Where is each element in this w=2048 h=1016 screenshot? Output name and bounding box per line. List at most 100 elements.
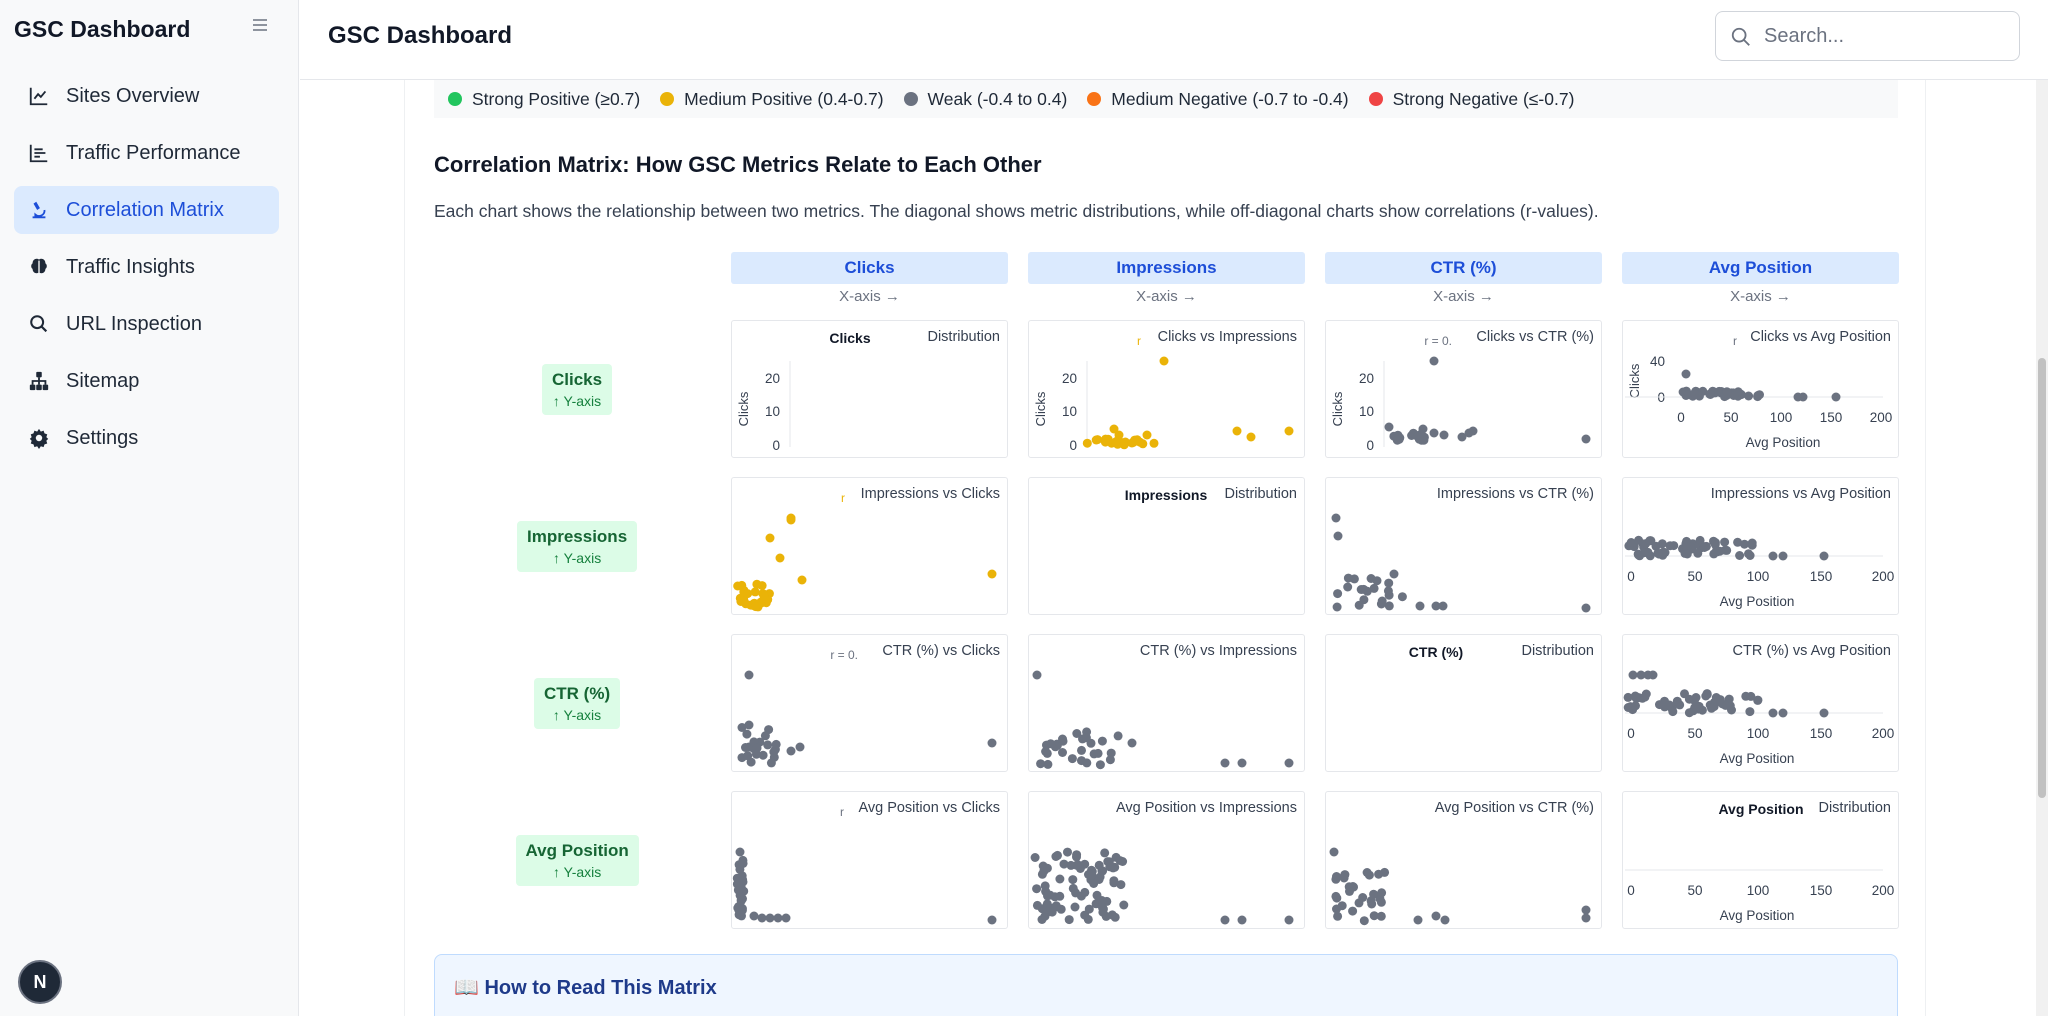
scatter-point	[1043, 759, 1053, 769]
scrollbar-thumb[interactable]	[2038, 358, 2046, 798]
cell-plot: Distribution Impressions	[1125, 486, 1297, 503]
matrix-cell-ctr-avg-position[interactable]: CTR (%) vs Avg Position 0 50 100 150 200 Avg P…	[1622, 634, 1899, 772]
legend-dot	[1368, 92, 1383, 106]
matrix-cell-impressions-clicks[interactable]: Impressions vs Clicks r	[731, 477, 1008, 615]
matrix-cell-clicks-clicks[interactable]: Distribution Clicks 0 10 20 Clicks	[731, 320, 1008, 458]
avatar[interactable]: N	[18, 960, 62, 1004]
scatter-point	[1715, 695, 1725, 705]
scatter-point	[1709, 549, 1719, 559]
scatter-point	[1429, 428, 1439, 438]
sidebar-item-label: Correlation Matrix	[66, 198, 224, 221]
scatter-point	[1284, 915, 1294, 925]
scatter-point	[758, 750, 768, 760]
scatter-point	[1087, 870, 1097, 880]
matrix-cell-impressions-impressions[interactable]: Distribution Impressions	[1028, 477, 1305, 615]
scatter-point	[743, 589, 753, 599]
page-scrollbar[interactable]	[2036, 80, 2048, 1016]
scatter-point	[1369, 911, 1379, 921]
sidebar: GSC Dashboard Sites Overview Traffic Perf…	[0, 0, 299, 1016]
scatter-point	[1040, 911, 1050, 921]
cell-title: Impressions vs Avg Position	[1711, 486, 1891, 502]
scatter-point	[1105, 755, 1115, 765]
scatter-point	[760, 731, 770, 741]
cell-title: Distribution	[1521, 643, 1594, 659]
scatter-point	[1651, 541, 1661, 551]
scatter-point	[1071, 888, 1081, 898]
x-tick-label: 200	[1872, 726, 1895, 741]
scatter-point	[1372, 576, 1382, 586]
matrix-cell-clicks-ctr[interactable]: Clicks vs CTR (%) r = 0. 0 10 20 Clicks	[1325, 320, 1602, 458]
scatter-point	[1077, 745, 1086, 755]
x-tick-label: 150	[1810, 726, 1833, 741]
legend-dot	[660, 92, 675, 106]
scatter-point	[1819, 708, 1829, 718]
section-title: Correlation Matrix: How GSC Metrics Rela…	[434, 152, 1042, 177]
row-label-avg-position: Avg Position ↑ Y-axis	[515, 834, 639, 886]
sidebar-item-sitemap[interactable]: Sitemap	[14, 357, 279, 405]
scatter-point	[1119, 440, 1129, 450]
search-input[interactable]	[1764, 22, 2004, 50]
scatter-point	[1397, 592, 1407, 602]
scatter-point	[733, 885, 743, 895]
sidebar-item-url-inspection[interactable]: URL Inspection	[14, 300, 279, 348]
menu-toggle-icon[interactable]	[248, 16, 272, 40]
scatter-point	[1440, 915, 1450, 925]
y-tick-label: 20	[765, 371, 780, 386]
scatter-point	[1063, 847, 1072, 857]
cell-title: Avg Position vs Clicks	[858, 800, 1000, 816]
scatter-point	[1431, 601, 1441, 611]
matrix-cell-clicks-avg-position[interactable]: Clicks vs Avg Positionr040Clicks05010015…	[1622, 320, 1899, 458]
scatter-point	[773, 913, 783, 923]
scatter-point	[1374, 869, 1384, 879]
matrix-cell-ctr-clicks[interactable]: CTR (%) vs Clicks r = 0.	[731, 634, 1008, 772]
cell-plot: Clicks vs Avg Positionr040Clicks05010015…	[1625, 329, 1892, 450]
scatter-point	[1030, 853, 1040, 862]
scatter-point	[737, 723, 747, 732]
matrix-cell-clicks-impressions[interactable]: Clicks vs Impressions r 0 10 20 Clicks	[1028, 320, 1305, 458]
scatter-point	[1339, 873, 1349, 883]
scatter-point	[1581, 434, 1591, 444]
matrix-cell-impressions-ctr[interactable]: Impressions vs CTR (%)	[1325, 477, 1602, 615]
r-value-label: r	[841, 491, 845, 505]
scatter-point	[1665, 541, 1675, 551]
scatter-point	[786, 515, 796, 525]
x-tick-label: 50	[1687, 726, 1702, 741]
scatter-point	[1358, 893, 1368, 902]
matrix-cell-ctr-ctr[interactable]: Distribution CTR (%)	[1325, 634, 1602, 772]
x-tick-label: 0	[1627, 726, 1635, 741]
scatter-point	[1581, 905, 1591, 915]
scatter-point	[1332, 893, 1342, 903]
y-tick-label: 0	[1069, 438, 1077, 453]
matrix-cell-ctr-impressions[interactable]: CTR (%) vs Impressions	[1028, 634, 1305, 772]
scatter-point	[1059, 859, 1069, 869]
sidebar-item-settings[interactable]: Settings	[14, 414, 279, 462]
sidebar-item-correlation-matrix[interactable]: Correlation Matrix	[14, 186, 279, 234]
scatter-point	[1631, 693, 1641, 703]
sidebar-item-label: Traffic Performance	[66, 141, 241, 164]
scatter-point	[1720, 537, 1730, 547]
matrix-cell-avg-position-avg-position[interactable]: Distribution Avg Position 0 50 100 150 200 Avg …	[1622, 791, 1899, 929]
scatter-point	[1109, 876, 1119, 886]
x-axis-label: Avg Position	[1720, 751, 1795, 766]
scatter-point	[1332, 602, 1342, 612]
y-tick-label: 10	[1062, 404, 1077, 419]
matrix-cell-avg-position-ctr[interactable]: Avg Position vs CTR (%)	[1325, 791, 1602, 929]
sidebar-item-label: Traffic Insights	[66, 255, 195, 278]
scatter-point	[1655, 700, 1664, 710]
sidebar-item-traffic-performance[interactable]: Traffic Performance	[14, 129, 279, 177]
matrix-cell-avg-position-impressions[interactable]: Avg Position vs Impressions	[1028, 791, 1305, 929]
matrix-cell-avg-position-clicks[interactable]: Avg Position vs Clicks r	[731, 791, 1008, 929]
distribution-metric-label: CTR (%)	[1409, 644, 1463, 660]
scatter-point	[1345, 886, 1354, 896]
sidebar-item-label: Sitemap	[66, 369, 140, 392]
scatter-point	[1100, 848, 1110, 858]
sidebar-item-traffic-insights[interactable]: Traffic Insights	[14, 243, 279, 291]
search-box[interactable]	[1715, 11, 2020, 61]
y-axis-label: Clicks	[1330, 391, 1345, 426]
y-axis-hint: ↑ Y-axis	[552, 706, 602, 723]
scatter-point	[1055, 874, 1065, 884]
matrix-cell-impressions-avg-position[interactable]: Impressions vs Avg Position 0 50 100 150 200 A…	[1622, 477, 1899, 615]
sidebar-item-sites-overview[interactable]: Sites Overview	[14, 72, 279, 120]
how-to-read-title: 📖 How to Read This Matrix	[454, 977, 717, 999]
scatter-point	[1746, 691, 1756, 701]
